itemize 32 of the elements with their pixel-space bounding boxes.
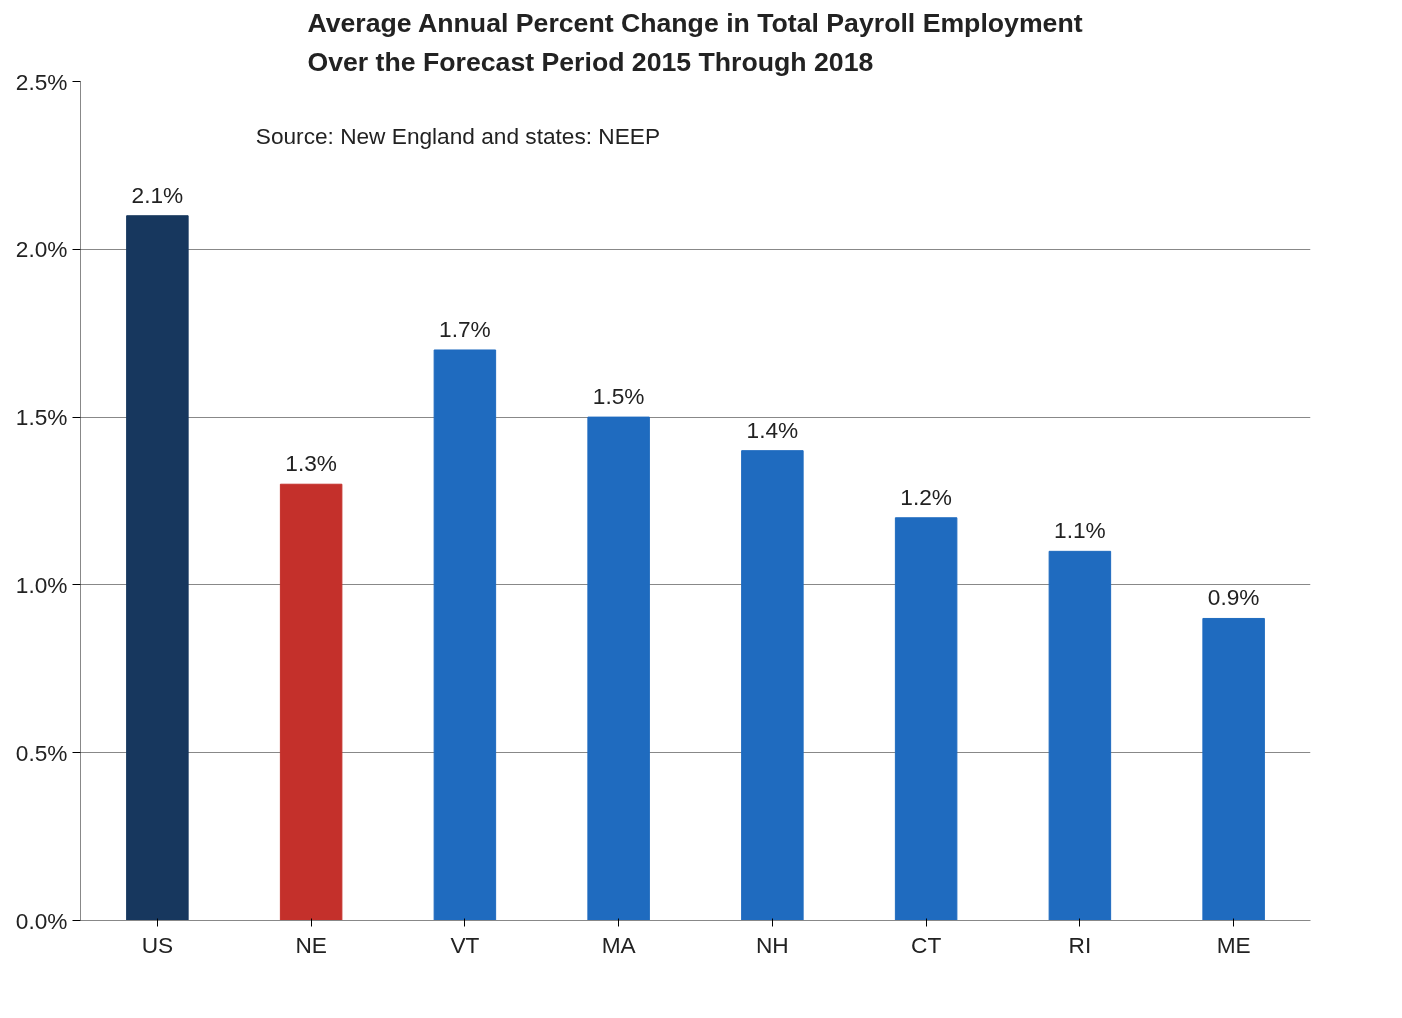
y-tick-label: 0.5% — [15, 739, 68, 766]
data-label: 2.1% — [131, 181, 184, 208]
y-tick-label: 2.0% — [15, 236, 68, 263]
data-label: 1.5% — [592, 383, 645, 410]
x-tick-label: NE — [295, 931, 327, 958]
bar — [1048, 550, 1112, 921]
y-tick-label: 1.0% — [15, 571, 68, 598]
x-tick-label: MA — [601, 931, 637, 958]
x-tick-label: US — [141, 931, 174, 958]
x-tick-label: NH — [756, 931, 789, 958]
y-tick-label: 1.5% — [15, 404, 68, 431]
bar — [1202, 617, 1265, 921]
bar — [894, 517, 958, 921]
bar — [126, 215, 189, 921]
x-tick-label: VT — [450, 931, 480, 958]
data-label: 1.1% — [1054, 517, 1106, 544]
chart-title: Average Annual Percent Change in Total Payroll Employment Over the Forecast Period 2015 Through 2018 — [307, 7, 1083, 77]
data-label: 1.2% — [900, 483, 952, 510]
data-label: 1.7% — [439, 315, 491, 342]
x-tick-label: CT — [911, 931, 942, 958]
x-tick-label: ME — [1216, 931, 1251, 958]
bar — [279, 483, 343, 921]
bar — [433, 349, 497, 921]
y-tick-label: 0.0% — [15, 907, 68, 934]
data-label: 1.3% — [285, 450, 337, 477]
y-tick-label: 2.5% — [15, 68, 68, 95]
data-label: 0.9% — [1207, 584, 1260, 611]
x-tick-label: RI — [1068, 931, 1092, 958]
bar — [587, 416, 650, 921]
data-label: 1.4% — [746, 416, 799, 443]
bar — [741, 450, 804, 921]
annotation: Source: New England and states: NEEP — [255, 122, 661, 149]
